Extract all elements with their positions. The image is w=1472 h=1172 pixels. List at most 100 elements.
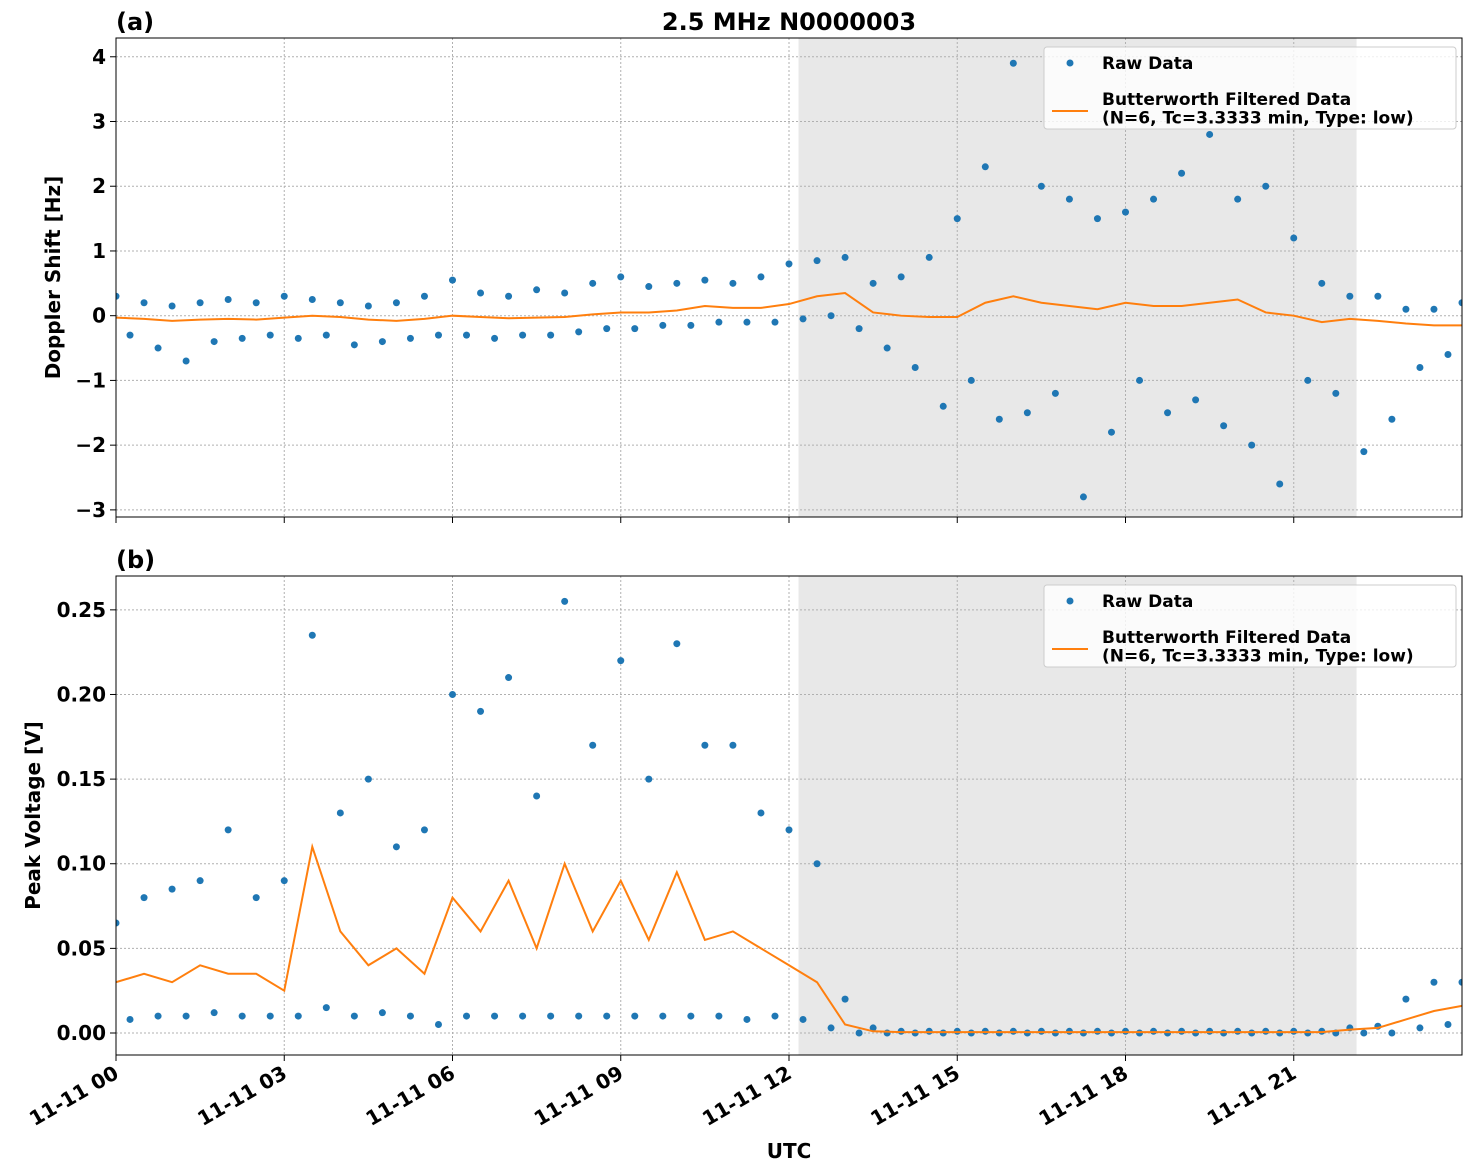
raw-point: [701, 741, 709, 749]
raw-point: [757, 809, 765, 817]
raw-point: [1122, 208, 1129, 216]
raw-point: [322, 331, 330, 339]
raw-point: [1402, 305, 1410, 313]
raw-point: [1093, 215, 1101, 223]
raw-point: [1023, 409, 1031, 417]
y-tick-label: −3: [75, 498, 106, 522]
raw-point: [547, 1012, 555, 1020]
raw-point: [449, 276, 456, 284]
y-tick-label: 0: [92, 304, 106, 328]
raw-point: [322, 1004, 330, 1012]
raw-point: [196, 299, 204, 307]
y-axis-label: Peak Voltage [V]: [21, 721, 45, 910]
raw-point: [1444, 351, 1452, 359]
raw-point: [617, 273, 625, 281]
raw-point: [420, 292, 428, 300]
x-tick-label: 11-11 21: [1203, 1061, 1301, 1131]
raw-point: [1318, 279, 1326, 287]
raw-point: [350, 1012, 358, 1020]
raw-point: [715, 1012, 723, 1020]
raw-point: [1430, 978, 1438, 986]
raw-point: [561, 597, 569, 605]
raw-point: [799, 315, 807, 323]
raw-point: [491, 334, 499, 342]
x-axis-label: UTC: [767, 1139, 812, 1163]
raw-point: [308, 631, 316, 639]
raw-point: [392, 843, 400, 851]
raw-point: [869, 279, 877, 287]
filtered-line: [116, 292, 1462, 327]
raw-point: [140, 894, 148, 902]
raw-point: [434, 331, 442, 339]
raw-point: [953, 215, 961, 223]
raw-point: [182, 357, 190, 365]
raw-point: [477, 289, 485, 297]
raw-point: [238, 334, 246, 342]
raw-point: [1009, 59, 1017, 67]
raw-point: [1262, 182, 1270, 190]
raw-point: [771, 1012, 779, 1020]
raw-point: [1444, 1021, 1452, 1029]
raw-point: [1065, 195, 1073, 203]
raw-point: [224, 826, 232, 834]
raw-point: [589, 279, 597, 287]
legend-label: Raw Data: [1102, 54, 1193, 74]
legend-box: [1043, 46, 1457, 130]
raw-point: [967, 376, 975, 384]
raw-point: [364, 302, 372, 310]
raw-point: [252, 894, 260, 902]
raw-point: [729, 741, 737, 749]
y-tick-label: 0.05: [57, 936, 106, 960]
x-tick-label: 11-11 12: [698, 1061, 796, 1131]
raw-point: [252, 299, 260, 307]
raw-point: [1234, 195, 1242, 203]
raw-point: [491, 1012, 499, 1020]
raw-point: [785, 260, 793, 268]
legend-marker: [1066, 59, 1074, 67]
raw-point: [406, 334, 414, 342]
raw-point: [519, 1012, 527, 1020]
raw-point: [1374, 292, 1382, 300]
y-axis-label: Doppler Shift [Hz]: [41, 176, 65, 380]
raw-point: [575, 1012, 583, 1020]
y-tick-label: 2: [92, 174, 106, 198]
raw-point: [729, 279, 737, 287]
raw-point: [701, 276, 709, 284]
raw-point: [939, 402, 947, 410]
raw-point: [378, 1009, 386, 1017]
raw-point: [547, 331, 555, 339]
raw-point: [785, 826, 793, 834]
raw-point: [168, 885, 176, 893]
raw-point: [1192, 396, 1200, 404]
raw-point: [603, 325, 611, 333]
raw-point: [673, 640, 681, 648]
raw-point: [308, 296, 316, 304]
raw-point: [1136, 376, 1144, 384]
legend-box: [1043, 584, 1457, 668]
raw-point: [883, 344, 891, 352]
raw-point: [1079, 493, 1087, 501]
raw-point: [182, 1012, 190, 1020]
raw-point: [1430, 305, 1438, 313]
raw-point: [743, 1015, 751, 1023]
raw-point: [126, 1015, 134, 1023]
raw-point: [168, 302, 176, 310]
raw-point: [659, 321, 667, 329]
raw-point: [266, 331, 274, 339]
raw-point: [589, 741, 597, 749]
raw-point: [116, 292, 120, 300]
raw-point: [505, 292, 513, 300]
raw-point: [350, 341, 358, 349]
raw-point: [280, 877, 288, 885]
y-tick-label: −2: [75, 433, 106, 457]
raw-point: [897, 273, 905, 281]
raw-point: [687, 1012, 695, 1020]
raw-point: [645, 775, 653, 783]
raw-point: [771, 318, 779, 326]
raw-point: [715, 318, 723, 326]
raw-point: [420, 826, 428, 834]
raw-point: [210, 338, 218, 346]
raw-point: [1304, 376, 1312, 384]
y-tick-label: 0.10: [57, 852, 106, 876]
